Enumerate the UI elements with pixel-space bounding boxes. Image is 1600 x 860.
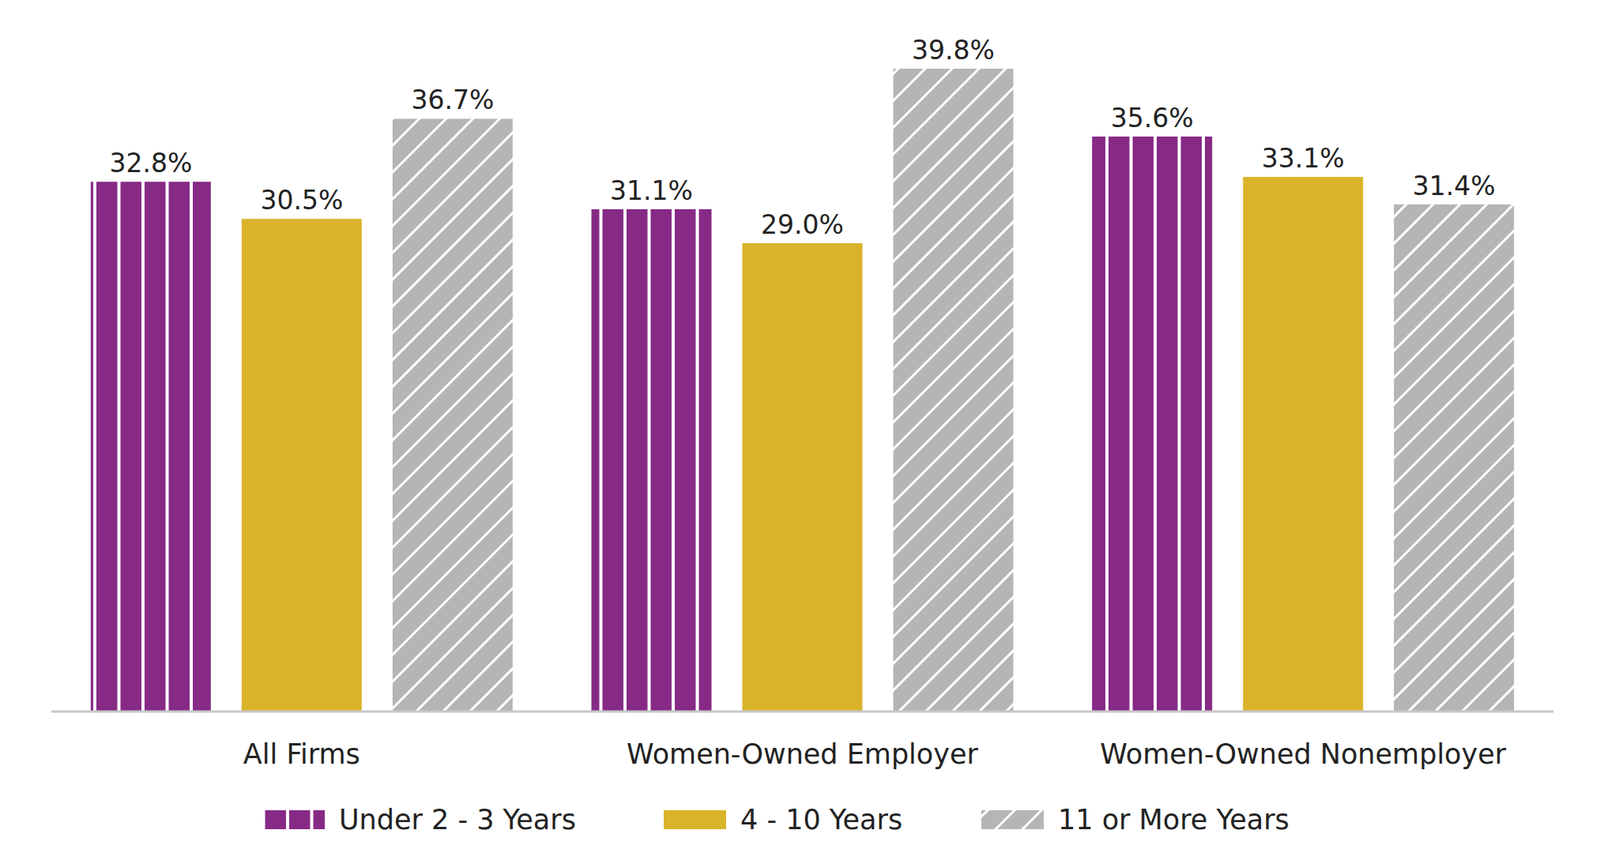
axis-line bbox=[51, 711, 1554, 714]
category-label: Women-Owned Employer bbox=[626, 738, 979, 771]
bar bbox=[241, 218, 362, 712]
legend: Under 2 - 3 Years 4 - 10 Years 11 or More … bbox=[262, 804, 1290, 836]
data-label: 31.1% bbox=[609, 175, 693, 207]
bar bbox=[1393, 204, 1514, 712]
data-label: 31.4% bbox=[1412, 170, 1496, 202]
chart: 32.8% 31.1% 35.6% 30.5% 29.0% 33.1% 36.7% 39.8%… bbox=[0, 0, 1600, 860]
data-labels: 32.8% 31.1% 35.6% 30.5% 29.0% 33.1% 36.7% 39.8%… bbox=[109, 34, 1495, 241]
category-label: All Firms bbox=[243, 738, 361, 771]
legend-swatch bbox=[262, 810, 325, 830]
legend-label: 4 - 10 Years bbox=[740, 804, 903, 836]
data-label: 29.0% bbox=[760, 209, 844, 241]
bar bbox=[392, 118, 513, 712]
bar bbox=[591, 209, 712, 712]
data-label: 36.7% bbox=[410, 84, 494, 116]
legend-label: Under 2 - 3 Years bbox=[338, 804, 576, 836]
bar bbox=[742, 243, 863, 712]
data-label: 35.6% bbox=[1110, 102, 1194, 134]
bar bbox=[1242, 176, 1363, 712]
data-label: 32.8% bbox=[109, 147, 192, 179]
bars bbox=[90, 68, 1514, 712]
bar bbox=[893, 68, 1014, 712]
bar bbox=[1091, 136, 1213, 712]
data-label: 30.5% bbox=[259, 184, 343, 216]
category-label: Women-Owned Nonemployer bbox=[1099, 738, 1507, 771]
legend-label: 11 or More Years bbox=[1057, 804, 1290, 836]
data-label: 39.8% bbox=[911, 34, 995, 66]
legend-swatch bbox=[663, 810, 727, 830]
legend-swatch bbox=[981, 810, 1044, 830]
bar bbox=[90, 181, 211, 712]
data-label: 33.1% bbox=[1261, 143, 1345, 174]
